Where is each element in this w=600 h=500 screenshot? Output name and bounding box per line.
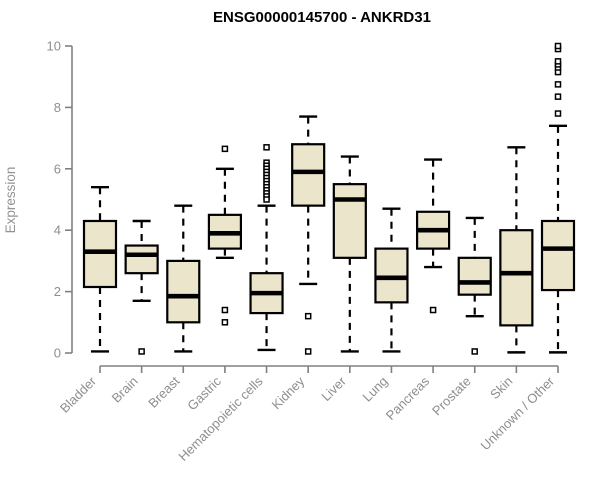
outlier-point <box>221 319 229 326</box>
outlier-point <box>138 348 145 355</box>
box-group <box>291 115 326 355</box>
box-group <box>82 186 118 353</box>
box-iqr <box>82 219 118 289</box>
outlier-point <box>554 110 562 117</box>
outlier-point <box>554 42 562 50</box>
y-tick-label: 4 <box>54 223 61 238</box>
box-group <box>207 145 243 326</box>
box-group <box>166 204 201 353</box>
x-tick-label: Unknown / Other <box>478 373 558 453</box>
plot-area <box>82 42 576 355</box>
x-tick-label: Breast <box>145 373 182 410</box>
x-tick-label: Liver <box>318 373 349 404</box>
y-tick-label: 0 <box>54 346 61 361</box>
outlier-point <box>471 348 478 355</box>
y-tick-label: 2 <box>54 284 61 299</box>
box-group <box>124 219 159 355</box>
outlier-point <box>429 306 437 314</box>
outlier-point <box>554 93 562 100</box>
x-tick-label: Gastric <box>184 373 224 413</box>
x-tick-label: Prostate <box>429 374 474 419</box>
outlier-point <box>554 58 562 65</box>
x-tick-label: Brain <box>109 374 141 406</box>
box-iqr <box>166 259 201 324</box>
box-group <box>457 216 492 355</box>
x-tick-label: Kidney <box>269 373 308 412</box>
y-tick-label: 6 <box>54 161 61 176</box>
outlier-point <box>554 81 562 88</box>
box-iqr <box>124 244 159 275</box>
chart-title: ENSG00000145700 - ANKRD31 <box>213 9 431 26</box>
box-group <box>332 155 367 353</box>
box-iqr <box>374 247 409 304</box>
box-iqr <box>499 229 534 327</box>
box-iqr <box>291 143 326 207</box>
box-iqr <box>332 183 367 259</box>
box-group <box>499 146 534 354</box>
box-group <box>415 158 451 314</box>
box-iqr <box>540 219 576 292</box>
outlier-point <box>263 144 270 151</box>
outlier-point <box>304 348 312 355</box>
box-group <box>249 144 284 352</box>
outlier-point <box>304 312 312 320</box>
y-tick-label: 8 <box>54 100 61 115</box>
x-tick-label: Skin <box>487 374 515 402</box>
x-tick-label: Pancreas <box>383 373 433 423</box>
box-iqr <box>457 256 492 296</box>
x-tick-label: Bladder <box>57 373 100 416</box>
box-group <box>374 207 409 353</box>
y-tick-label: 10 <box>47 39 61 54</box>
y-axis-label: Expression <box>3 167 18 234</box>
x-tick-label: Lung <box>360 374 391 405</box>
box-group <box>540 42 576 354</box>
outlier-point <box>221 145 229 153</box>
outlier-point <box>221 306 229 314</box>
outlier-point <box>263 196 270 203</box>
